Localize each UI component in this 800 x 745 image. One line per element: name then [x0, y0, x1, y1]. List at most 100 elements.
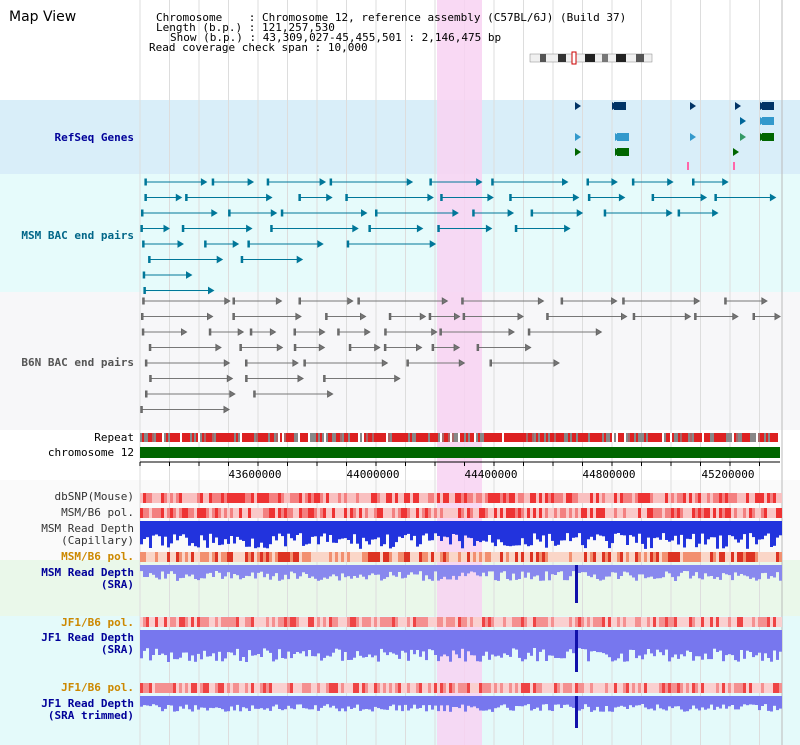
heat-cell [647, 552, 650, 562]
heat-cell [263, 508, 266, 518]
chromosome-bar[interactable] [140, 447, 780, 458]
gene-block [617, 148, 629, 156]
depth-bar [434, 565, 437, 572]
heat-cell [173, 683, 176, 693]
heat-tracks[interactable] [140, 493, 782, 693]
heat-cell [263, 617, 266, 627]
heat-cell [491, 683, 494, 693]
bac-end [223, 359, 231, 367]
repeat-block [762, 433, 764, 442]
heat-cell [572, 493, 575, 503]
repeat-block [676, 433, 678, 442]
depth-bar [305, 565, 308, 574]
heat-cell [359, 508, 362, 518]
repeat-block [444, 433, 446, 442]
depth-bar [569, 696, 572, 707]
depth-bar [263, 630, 266, 649]
repeat-block [410, 433, 412, 442]
heat-cell [410, 552, 413, 562]
heat-cell [440, 493, 443, 503]
depth-bar [554, 521, 557, 546]
depth-bar [296, 521, 299, 535]
heat-cell [575, 493, 578, 503]
bac-end [667, 178, 674, 186]
heat-cell [482, 508, 485, 518]
depth-bar [644, 521, 647, 549]
depth-bar [557, 696, 560, 705]
repeat-block [566, 433, 568, 442]
heat-cell [716, 508, 719, 518]
heat-cell [263, 552, 266, 562]
repeat-block [304, 433, 306, 442]
heat-cell [650, 617, 653, 627]
depth-bar [599, 565, 602, 581]
bac-end [293, 344, 297, 351]
b6n-bac-features[interactable] [140, 297, 781, 414]
bac-end [427, 193, 434, 202]
heat-cell [551, 683, 554, 693]
heat-cell [632, 508, 635, 518]
depth-bar [503, 696, 506, 705]
depth-bar [689, 565, 692, 579]
heat-cell [638, 552, 641, 562]
heat-cell [359, 493, 362, 503]
depth-bar [449, 630, 452, 662]
repeat-block [768, 433, 770, 442]
heat-cell [524, 493, 527, 503]
repeat-block [346, 433, 348, 442]
heat-cell [356, 683, 359, 693]
repeat-track[interactable] [140, 433, 780, 442]
depth-bar [662, 565, 665, 578]
depth-bar [662, 521, 665, 534]
heat-cell [689, 617, 692, 627]
heat-cell [365, 493, 368, 503]
heat-cell [725, 493, 728, 503]
heat-cell [437, 552, 440, 562]
depth-bar [578, 696, 581, 711]
heat-cell [770, 617, 773, 627]
depth-bar [428, 565, 431, 580]
heat-cell [185, 493, 188, 503]
heat-cell [740, 552, 743, 562]
label-jf1-trim-1: JF1 Read Depth [41, 697, 134, 710]
heat-cell [545, 493, 548, 503]
heat-cell [299, 617, 302, 627]
depth-bar [140, 630, 143, 659]
depth-bar [530, 565, 533, 580]
depth-bar [377, 696, 380, 709]
heat-cell [527, 683, 530, 693]
repeat-block [146, 433, 148, 442]
repeat-block [556, 433, 558, 442]
heat-cell [521, 508, 524, 518]
depth-bar [506, 521, 509, 546]
refseq-features[interactable] [575, 102, 774, 170]
depth-bar [614, 565, 617, 573]
depth-bar [605, 630, 608, 655]
heat-cell [170, 617, 173, 627]
depth-bar [533, 696, 536, 709]
bac-end [406, 178, 414, 186]
repeat-block [148, 433, 150, 442]
depth-bar [323, 630, 326, 658]
depth-bar [689, 521, 692, 540]
heat-cell [326, 552, 329, 562]
depth-bar [635, 565, 638, 581]
depth-tracks[interactable] [140, 521, 782, 728]
depth-bar [155, 696, 158, 706]
heat-cell [509, 617, 512, 627]
chromosome-ideogram[interactable] [529, 51, 653, 65]
msm-bac-features[interactable] [140, 178, 777, 295]
depth-bar [167, 565, 170, 574]
repeat-block [392, 433, 394, 442]
depth-bar [524, 630, 527, 660]
b6n-bac-bg [0, 292, 800, 430]
heat-cell [152, 683, 155, 693]
repeat-block [706, 433, 708, 442]
repeat-block [242, 433, 244, 442]
depth-bar [548, 630, 551, 656]
heat-cell [602, 617, 605, 627]
heat-cell [587, 617, 590, 627]
heat-cell [188, 617, 191, 627]
depth-bar [365, 696, 368, 709]
